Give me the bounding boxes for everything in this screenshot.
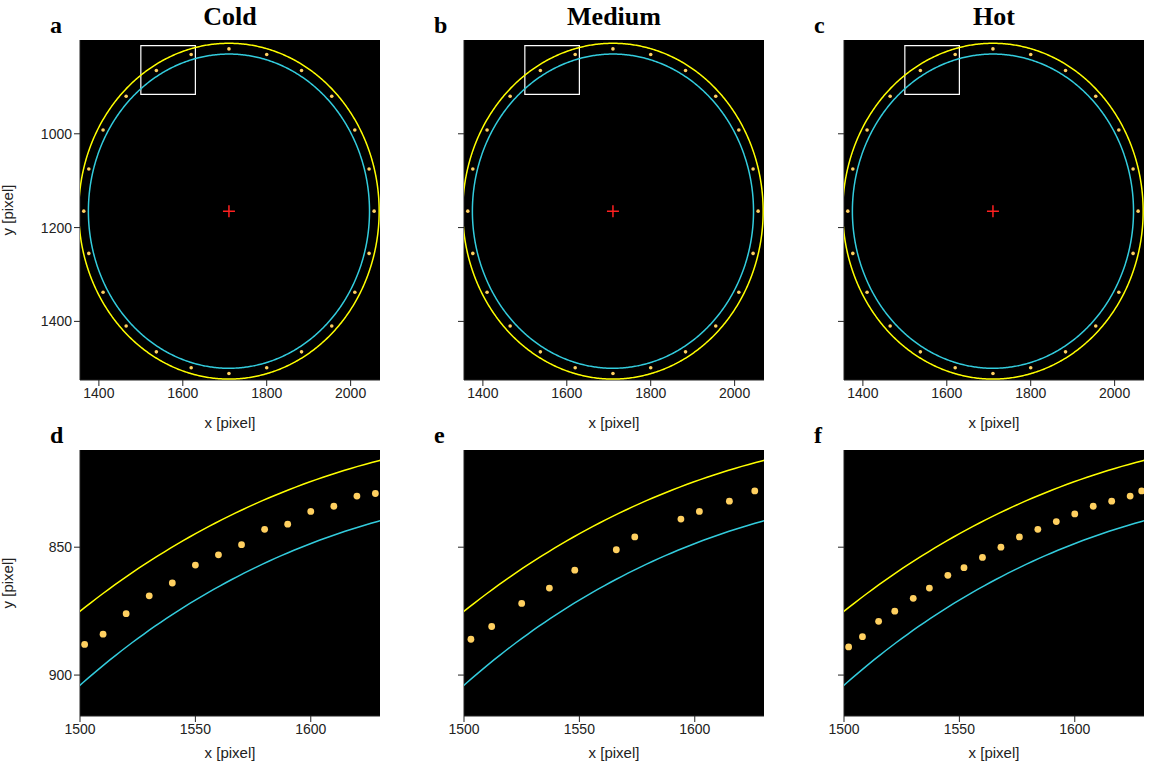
svg-text:1600: 1600: [679, 721, 710, 737]
svg-text:x [pixel]: x [pixel]: [969, 414, 1020, 431]
svg-text:1800: 1800: [251, 385, 282, 401]
html-text:f: f: [814, 422, 822, 448]
svg-text:1400: 1400: [41, 313, 72, 329]
html-text:Cold: Cold: [203, 2, 257, 31]
svg-text:2000: 2000: [1099, 385, 1130, 401]
svg-text:1200: 1200: [41, 220, 72, 236]
svg-text:1800: 1800: [1015, 385, 1046, 401]
svg-text:y [pixel]: y [pixel]: [0, 558, 16, 609]
svg-text:2000: 2000: [335, 385, 366, 401]
html-text:c: c: [814, 12, 825, 38]
html-text:a: a: [50, 12, 62, 38]
svg-text:1800: 1800: [635, 385, 666, 401]
svg-text:1550: 1550: [564, 721, 595, 737]
svg-text:900: 900: [49, 667, 73, 683]
svg-text:1550: 1550: [944, 721, 975, 737]
svg-text:1500: 1500: [828, 721, 859, 737]
html-text:Hot: Hot: [973, 2, 1015, 31]
svg-text:1400: 1400: [847, 385, 878, 401]
svg-text:1500: 1500: [448, 721, 479, 737]
svg-text:1550: 1550: [180, 721, 211, 737]
svg-text:1600: 1600: [1059, 721, 1090, 737]
svg-text:1500: 1500: [64, 721, 95, 737]
svg-text:1600: 1600: [551, 385, 582, 401]
svg-text:1400: 1400: [83, 385, 114, 401]
svg-text:2000: 2000: [719, 385, 750, 401]
svg-text:1600: 1600: [931, 385, 962, 401]
svg-text:x [pixel]: x [pixel]: [969, 744, 1020, 761]
svg-text:1600: 1600: [167, 385, 198, 401]
html-text:b: b: [434, 12, 448, 38]
svg-text:x [pixel]: x [pixel]: [589, 414, 640, 431]
svg-text:x [pixel]: x [pixel]: [589, 744, 640, 761]
svg-text:x [pixel]: x [pixel]: [205, 414, 256, 431]
svg-text:y [pixel]: y [pixel]: [0, 185, 16, 236]
svg-text:1400: 1400: [467, 385, 498, 401]
html-text:Medium: Medium: [567, 2, 661, 31]
svg-text:850: 850: [49, 539, 73, 555]
html-text:e: e: [434, 422, 445, 448]
svg-text:x [pixel]: x [pixel]: [205, 744, 256, 761]
svg-text:1600: 1600: [295, 721, 326, 737]
html-text:d: d: [50, 422, 64, 448]
svg-text:1000: 1000: [41, 126, 72, 142]
